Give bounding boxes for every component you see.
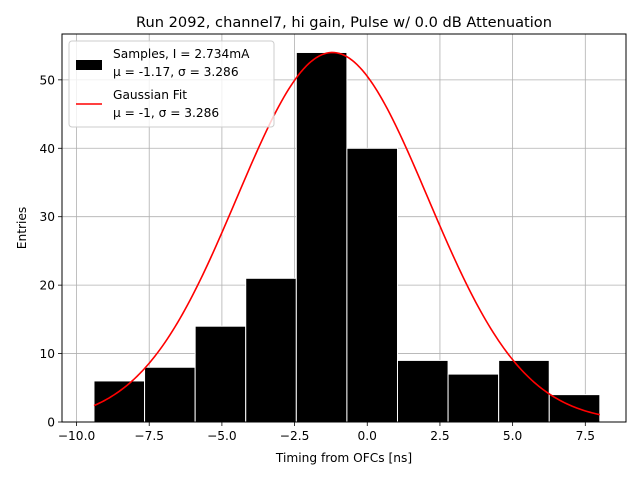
x-tick-label-2: −5.0 (207, 429, 237, 443)
histogram-bar-1 (144, 366, 196, 423)
axes-frame (61, 33, 627, 423)
legend-fit-stats: μ = -1, σ = 3.286 (113, 106, 219, 120)
legend-samples-swatch (76, 60, 102, 70)
y-axis-ticks: 0 10 20 30 40 50 (39, 73, 62, 430)
x-tick-label-3: −2.5 (280, 429, 310, 443)
y-tick-label-0: 0 (47, 416, 55, 430)
chart-title: Run 2092, channel7, hi gain, Pulse w/ 0.… (136, 14, 552, 31)
legend-fit-label: Gaussian Fit (113, 88, 187, 102)
y-tick-label-4: 40 (39, 142, 55, 156)
histogram-bar-5 (346, 147, 398, 423)
x-tick-label-4: 0.0 (358, 429, 377, 443)
x-tick-label-1: −7.5 (134, 429, 164, 443)
histogram-bar-6 (396, 359, 449, 423)
legend: Samples, I = 2.734mA μ = -1.17, σ = 3.28… (68, 40, 275, 128)
histogram-bar-8 (498, 359, 550, 423)
histogram-bar-2 (194, 325, 247, 423)
x-tick-label-6: 5.0 (503, 429, 522, 443)
gaussian-fit-curve (93, 51, 601, 416)
x-axis-label: Timing from OFCs [ns] (275, 451, 412, 465)
histogram-bar-3 (245, 277, 297, 423)
gaussian-fit-curve-group (93, 51, 601, 416)
histogram-bars (93, 51, 601, 423)
x-tick-label-0: −10.0 (58, 429, 95, 443)
x-tick-label-7: 7.5 (576, 429, 595, 443)
x-tick-label-5: 2.5 (430, 429, 449, 443)
y-tick-label-5: 50 (39, 73, 55, 87)
legend-samples-label: Samples, I = 2.734mA (113, 47, 250, 61)
legend-samples-stats: μ = -1.17, σ = 3.286 (113, 65, 239, 79)
x-axis-ticks: −10.0 −7.5 −5.0 −2.5 0.0 2.5 5.0 7.5 (58, 422, 595, 443)
histogram-bar-4 (295, 51, 348, 423)
y-tick-label-3: 30 (39, 210, 55, 224)
y-tick-label-2: 20 (39, 279, 55, 293)
legend-box (68, 40, 275, 128)
y-tick-label-1: 10 (39, 347, 55, 361)
histogram-bar-7 (447, 373, 500, 423)
y-axis-label: Entries (15, 207, 29, 249)
